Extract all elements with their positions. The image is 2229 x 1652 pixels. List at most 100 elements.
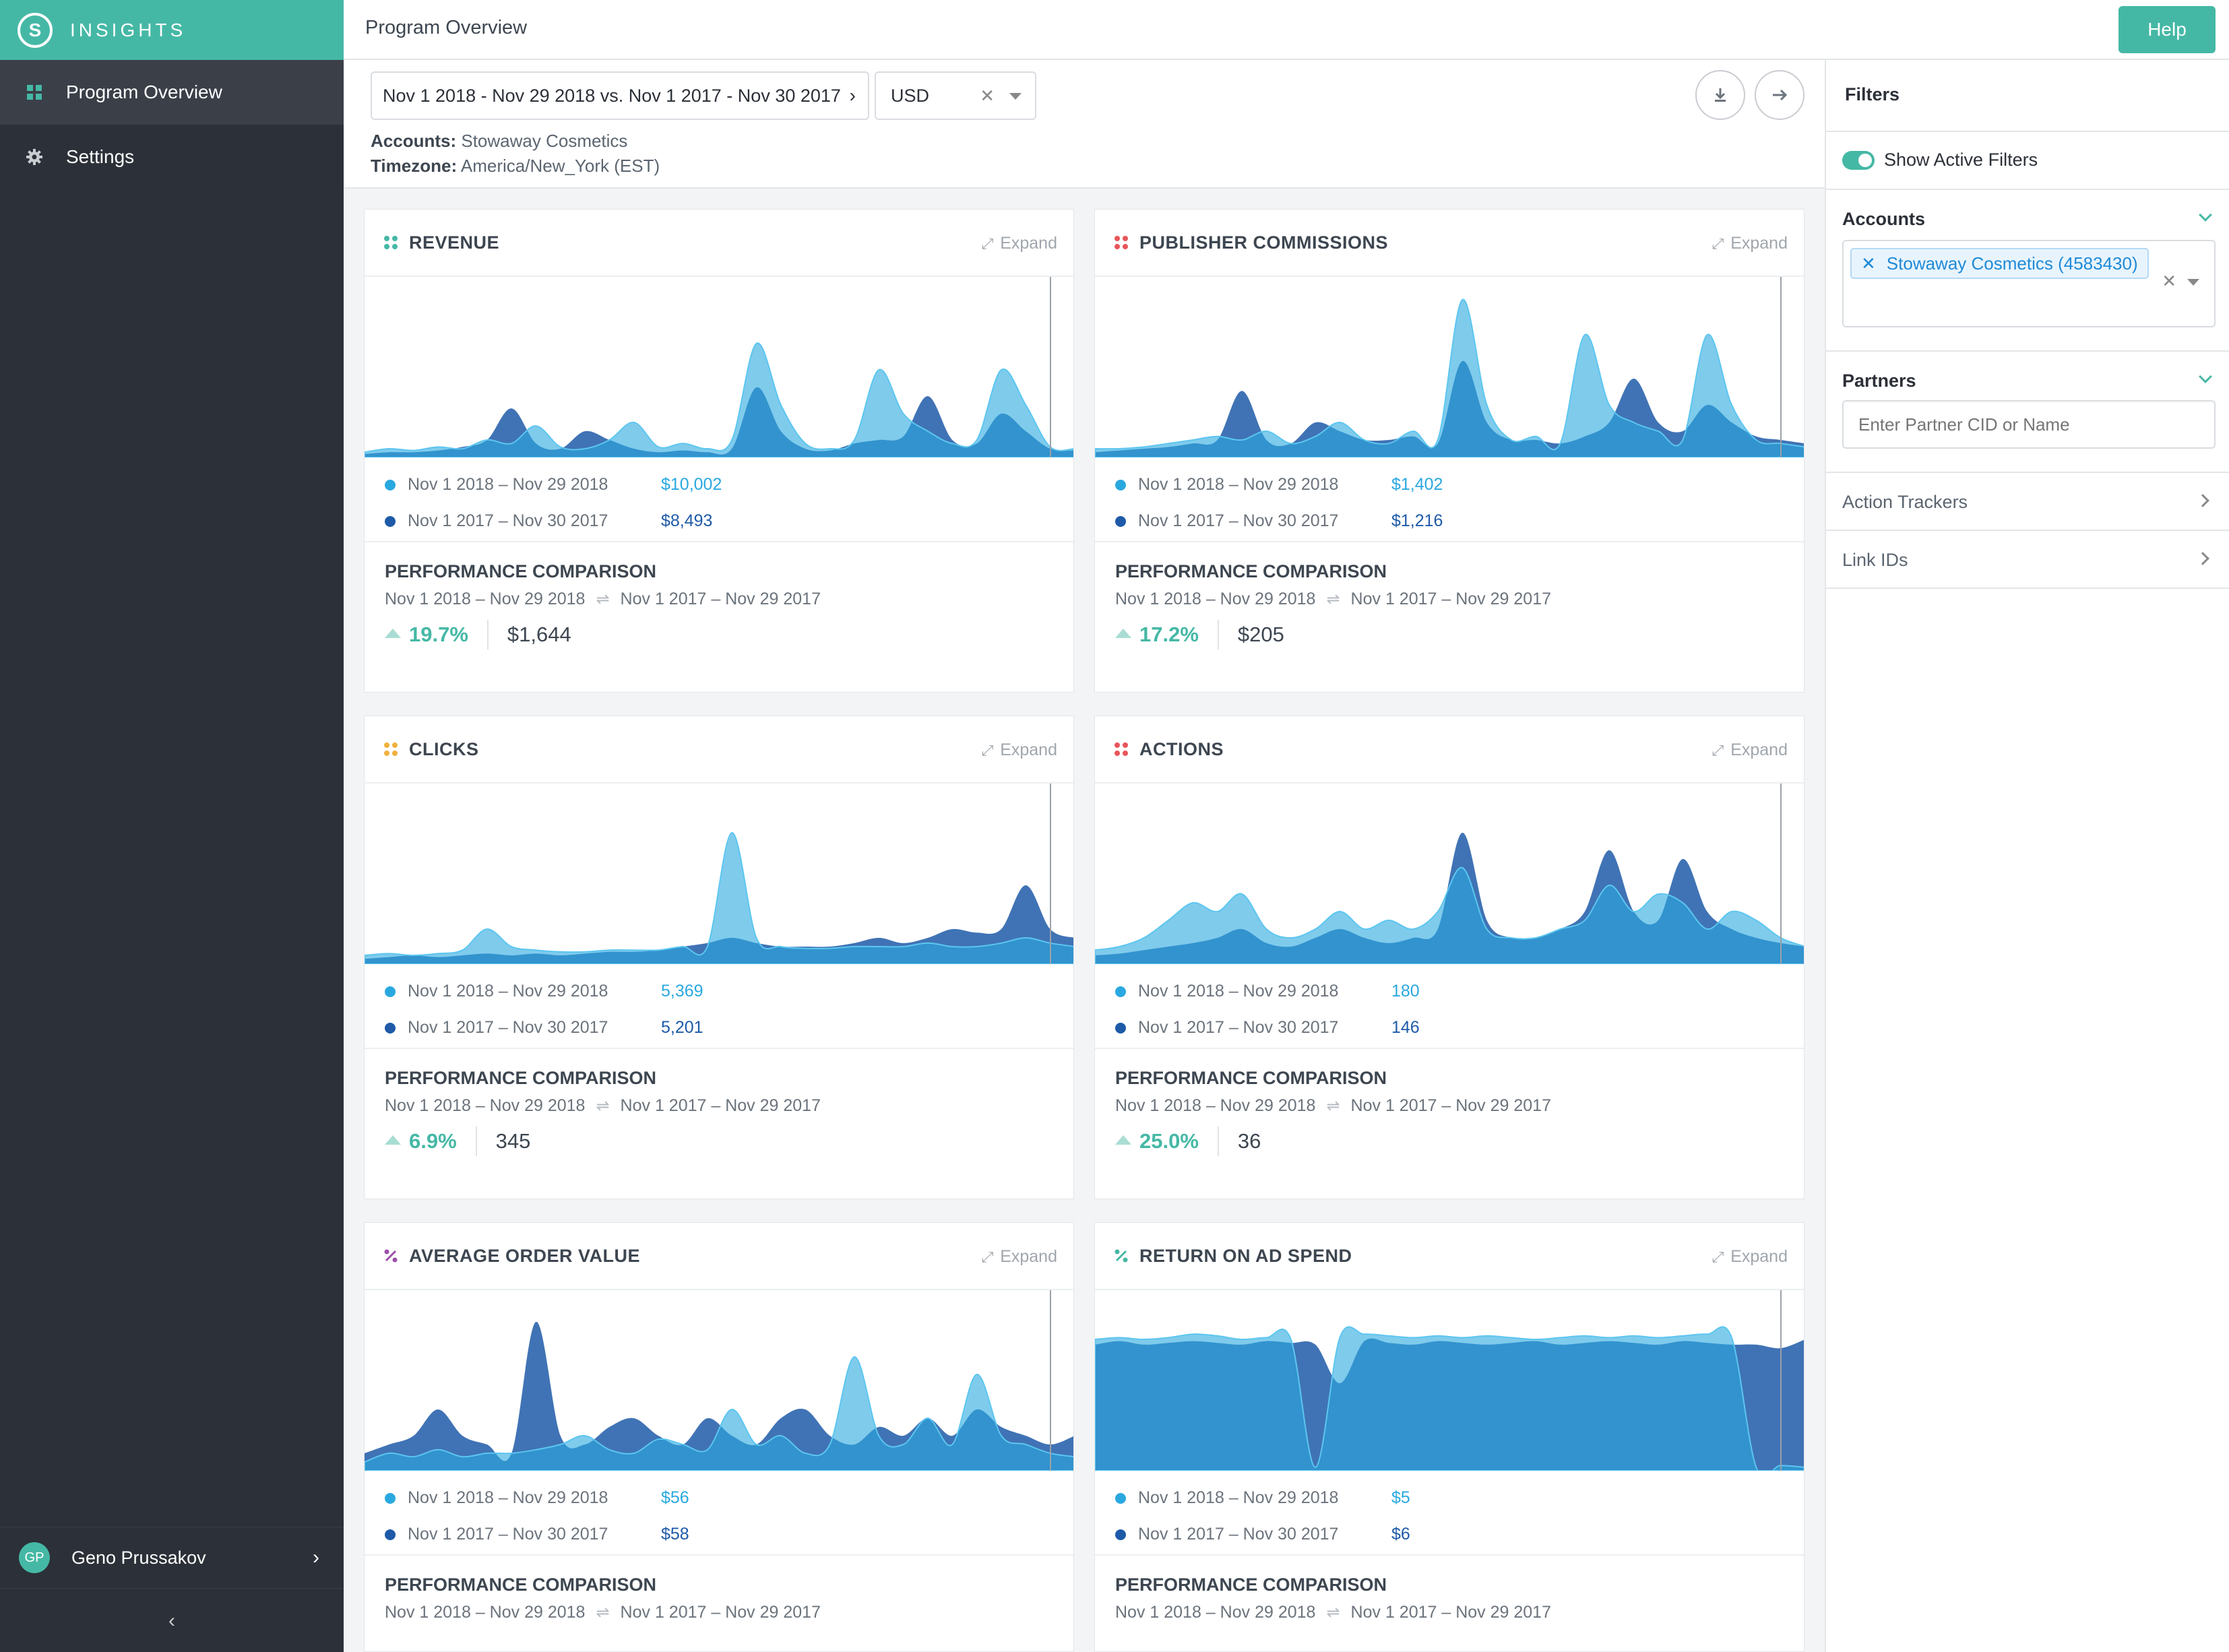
area-chart[interactable] xyxy=(365,784,1074,964)
legend-dot xyxy=(385,1492,396,1504)
expand-icon: ⤢ xyxy=(1712,741,1724,759)
legend-current-label: Nov 1 2018 – Nov 29 2018 xyxy=(408,982,608,1000)
absolute-change: 345 xyxy=(495,1129,531,1153)
legend-current-value: $56 xyxy=(661,1488,689,1507)
sidebar-item-settings[interactable]: Settings xyxy=(0,125,344,189)
remove-chip-icon[interactable]: ✕ xyxy=(1861,253,1876,274)
arrow-up-icon xyxy=(1115,1135,1131,1145)
perf-previous-range: Nov 1 2017 – Nov 29 2017 xyxy=(1350,590,1551,608)
expand-button[interactable]: ⤢ Expand xyxy=(1712,740,1788,760)
card-title: REVENUE xyxy=(409,232,500,253)
percent-change-value: 17.2% xyxy=(1139,623,1199,646)
legend-previous-label: Nov 1 2017 – Nov 30 2017 xyxy=(1138,511,1339,530)
partner-search-input[interactable] xyxy=(1842,400,2216,449)
expand-label: Expand xyxy=(1730,1247,1788,1266)
arrow-up-icon xyxy=(385,629,401,638)
chevron-down-icon[interactable] xyxy=(2199,370,2212,383)
legend-previous-label: Nov 1 2017 – Nov 30 2017 xyxy=(408,1525,608,1544)
area-chart[interactable] xyxy=(365,1290,1074,1471)
card-header: CLICKS ⤢ Expand xyxy=(365,716,1073,784)
icon-dot xyxy=(1123,244,1128,249)
icon-slash xyxy=(1115,1250,1127,1262)
expand-button[interactable]: ⤢ Expand xyxy=(982,740,1057,760)
area-chart[interactable] xyxy=(1095,1290,1804,1471)
brand-name: INSIGHTS xyxy=(70,19,187,40)
expand-label: Expand xyxy=(1000,234,1057,253)
percent-change: 17.2% xyxy=(1115,623,1199,647)
legend-previous-value: $58 xyxy=(661,1525,689,1544)
card-title: CLICKS xyxy=(409,739,479,759)
legend-current-label: Nov 1 2018 – Nov 29 2018 xyxy=(408,1488,608,1507)
icon-dot xyxy=(1123,742,1128,748)
metric-card-actions: ACTIONS ⤢ Expand Nov 1 2018 – Nov 29 201… xyxy=(1094,716,1804,1199)
performance-comparison-title: PERFORMANCE COMPARISON xyxy=(385,1575,657,1595)
series-current-area xyxy=(1095,866,1804,964)
icon-dot xyxy=(1114,1249,1120,1254)
show-active-filters[interactable]: Show Active Filters xyxy=(1826,132,2229,190)
percent-icon xyxy=(384,1249,398,1263)
share-button[interactable] xyxy=(1755,70,1804,120)
icon-dot xyxy=(392,742,398,748)
legend-previous: Nov 1 2017 – Nov 30 2017 xyxy=(1115,1525,1338,1544)
performance-comparison-title: PERFORMANCE COMPARISON xyxy=(1115,1575,1387,1595)
area-chart[interactable] xyxy=(1095,784,1804,964)
perf-current-range: Nov 1 2018 – Nov 29 2018 xyxy=(385,1096,586,1115)
expand-icon: ⤢ xyxy=(981,741,994,759)
legend-current: Nov 1 2018 – Nov 29 2018 xyxy=(385,1488,608,1508)
perf-previous-range: Nov 1 2017 – Nov 29 2017 xyxy=(620,1603,821,1622)
account-chip-label: Stowaway Cosmetics (4583430) xyxy=(1886,253,2138,274)
chevron-down-icon[interactable] xyxy=(2199,208,2212,222)
show-active-filters-label: Show Active Filters xyxy=(1884,150,2038,170)
show-active-filters-toggle[interactable] xyxy=(1842,150,1875,170)
expand-icon: ⤢ xyxy=(1712,1248,1724,1265)
help-button[interactable]: Help xyxy=(2118,6,2216,53)
legend-dot xyxy=(1115,515,1126,527)
expand-button[interactable]: ⤢ Expand xyxy=(1712,234,1788,253)
clear-icon[interactable]: ✕ xyxy=(2162,271,2176,291)
expand-button[interactable]: ⤢ Expand xyxy=(982,1247,1057,1267)
legend-current: Nov 1 2018 – Nov 29 2018 xyxy=(1115,1488,1338,1508)
percent-change-value: 25.0% xyxy=(1139,1129,1199,1153)
arrow-up-icon xyxy=(385,1135,401,1145)
action-trackers-filter[interactable]: Action Trackers xyxy=(1826,473,2229,531)
currency-value: USD xyxy=(891,85,930,106)
brand-bar[interactable]: S INSIGHTS xyxy=(0,0,344,60)
download-button[interactable] xyxy=(1695,70,1745,120)
link-ids-filter[interactable]: Link IDs xyxy=(1826,531,2229,589)
performance-values: 19.7% $1,644 xyxy=(385,618,571,652)
sidebar-item-program-overview[interactable]: Program Overview xyxy=(0,60,344,125)
chevron-right-icon xyxy=(2196,552,2209,565)
logo-icon: S xyxy=(18,12,53,48)
series-current-area xyxy=(365,342,1073,457)
chevron-left-icon: ‹ xyxy=(168,1610,175,1632)
expand-label: Expand xyxy=(1000,1247,1057,1266)
clear-icon[interactable]: ✕ xyxy=(980,85,995,106)
currency-select[interactable]: USD ✕ xyxy=(875,71,1036,120)
card-header: AVERAGE ORDER VALUE ⤢ Expand xyxy=(365,1223,1073,1290)
legend-previous: Nov 1 2017 – Nov 30 2017 xyxy=(1115,1018,1338,1038)
date-range-picker[interactable]: Nov 1 2018 - Nov 29 2018 vs. Nov 1 2017 … xyxy=(371,71,869,120)
card-title: ACTIONS xyxy=(1139,739,1224,759)
partners-filter: Partners xyxy=(1826,352,2229,473)
chevron-right-icon xyxy=(2196,494,2209,507)
expand-button[interactable]: ⤢ Expand xyxy=(982,234,1057,253)
chart-legend: Nov 1 2018 – Nov 29 2018 5,369 Nov 1 201… xyxy=(365,964,1073,1049)
legend-current: Nov 1 2018 – Nov 29 2018 xyxy=(1115,475,1338,495)
percent-change: 6.9% xyxy=(385,1129,457,1153)
legend-dot xyxy=(385,1022,396,1034)
legend-current-value: $1,402 xyxy=(1391,475,1443,494)
legend-dot xyxy=(1115,1492,1126,1504)
performance-comparison-dates: Nov 1 2018 – Nov 29 2018 ⇌ Nov 1 2017 – … xyxy=(1115,1096,1551,1116)
card-title: PUBLISHER COMMISSIONS xyxy=(1139,232,1389,253)
expand-button[interactable]: ⤢ Expand xyxy=(1712,1247,1788,1267)
area-chart[interactable] xyxy=(1095,277,1804,457)
series-previous-area xyxy=(365,1321,1073,1471)
area-chart[interactable] xyxy=(365,277,1074,457)
collapse-sidebar-button[interactable]: ‹ xyxy=(0,1590,344,1652)
accounts-label: Accounts: xyxy=(371,131,457,151)
swap-icon: ⇌ xyxy=(596,590,610,608)
accounts-select[interactable]: ✕ Stowaway Cosmetics (4583430) ✕ xyxy=(1842,240,2216,327)
perf-current-range: Nov 1 2018 – Nov 29 2018 xyxy=(385,1603,586,1622)
metric-card-publisher-commissions: PUBLISHER COMMISSIONS ⤢ Expand Nov 1 201… xyxy=(1094,209,1804,693)
user-menu[interactable]: GP Geno Prussakov › xyxy=(0,1527,344,1589)
